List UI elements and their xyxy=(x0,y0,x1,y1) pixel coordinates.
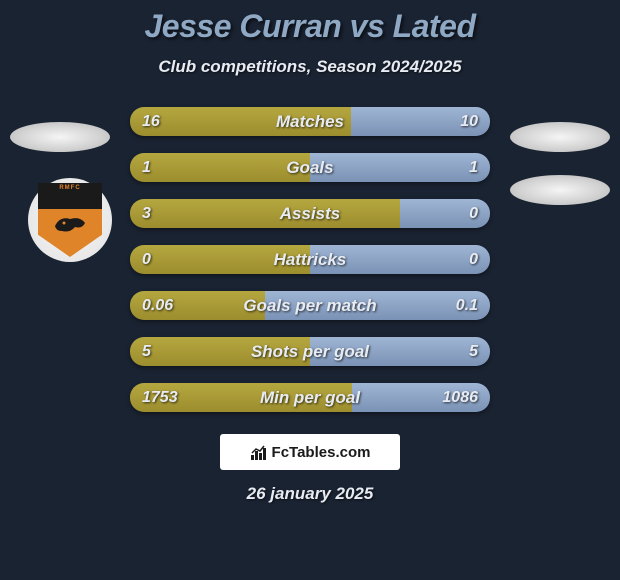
stat-right-value: 1 xyxy=(469,159,478,177)
subtitle: Club competitions, Season 2024/2025 xyxy=(158,57,461,77)
stat-label: Matches xyxy=(276,112,344,132)
stat-left-value: 3 xyxy=(142,205,151,223)
stat-left-value: 16 xyxy=(142,113,160,131)
left-bar xyxy=(130,199,400,228)
stat-label: Shots per goal xyxy=(251,342,369,362)
stat-row-goals-per-match: 0.06 Goals per match 0.1 xyxy=(130,291,490,320)
date-text: 26 january 2025 xyxy=(247,484,374,504)
stat-row-shots-per-goal: 5 Shots per goal 5 xyxy=(130,337,490,366)
stat-right-value: 0 xyxy=(469,205,478,223)
left-player-photo-placeholder xyxy=(10,122,110,152)
stat-left-value: 0.06 xyxy=(142,297,173,315)
shield-icon: RMFC xyxy=(38,183,102,257)
stat-row-min-per-goal: 1753 Min per goal 1086 xyxy=(130,383,490,412)
stat-left-value: 1 xyxy=(142,159,151,177)
stat-left-value: 5 xyxy=(142,343,151,361)
stat-left-value: 1753 xyxy=(142,389,178,407)
stat-row-assists: 3 Assists 0 xyxy=(130,199,490,228)
infographic-container: Jesse Curran vs Lated Club competitions,… xyxy=(0,0,620,580)
brand-text: FcTables.com xyxy=(272,444,371,461)
crest-text: RMFC xyxy=(59,185,80,191)
stat-label: Hattricks xyxy=(274,250,347,270)
stat-label: Goals per match xyxy=(243,296,376,316)
right-bar xyxy=(310,153,490,182)
stat-label: Goals xyxy=(286,158,333,178)
stat-right-value: 10 xyxy=(460,113,478,131)
left-bar xyxy=(130,153,310,182)
stat-label: Assists xyxy=(280,204,340,224)
stat-row-hattricks: 0 Hattricks 0 xyxy=(130,245,490,274)
stat-right-value: 0.1 xyxy=(456,297,478,315)
stat-row-matches: 16 Matches 10 xyxy=(130,107,490,136)
stat-row-goals: 1 Goals 1 xyxy=(130,153,490,182)
dragon-icon xyxy=(50,211,90,241)
stat-right-value: 5 xyxy=(469,343,478,361)
stat-right-value: 1086 xyxy=(442,389,478,407)
stat-left-value: 0 xyxy=(142,251,151,269)
right-club-logo-placeholder xyxy=(510,175,610,205)
right-player-photo-placeholder xyxy=(510,122,610,152)
chart-icon xyxy=(250,443,268,461)
stat-right-value: 0 xyxy=(469,251,478,269)
left-club-crest: RMFC xyxy=(28,178,112,262)
stats-comparison-chart: 16 Matches 10 1 Goals 1 3 Assists 0 0 Ha… xyxy=(130,107,490,412)
stat-label: Min per goal xyxy=(260,388,360,408)
brand-badge: FcTables.com xyxy=(220,434,400,470)
page-title: Jesse Curran vs Lated xyxy=(145,8,476,45)
